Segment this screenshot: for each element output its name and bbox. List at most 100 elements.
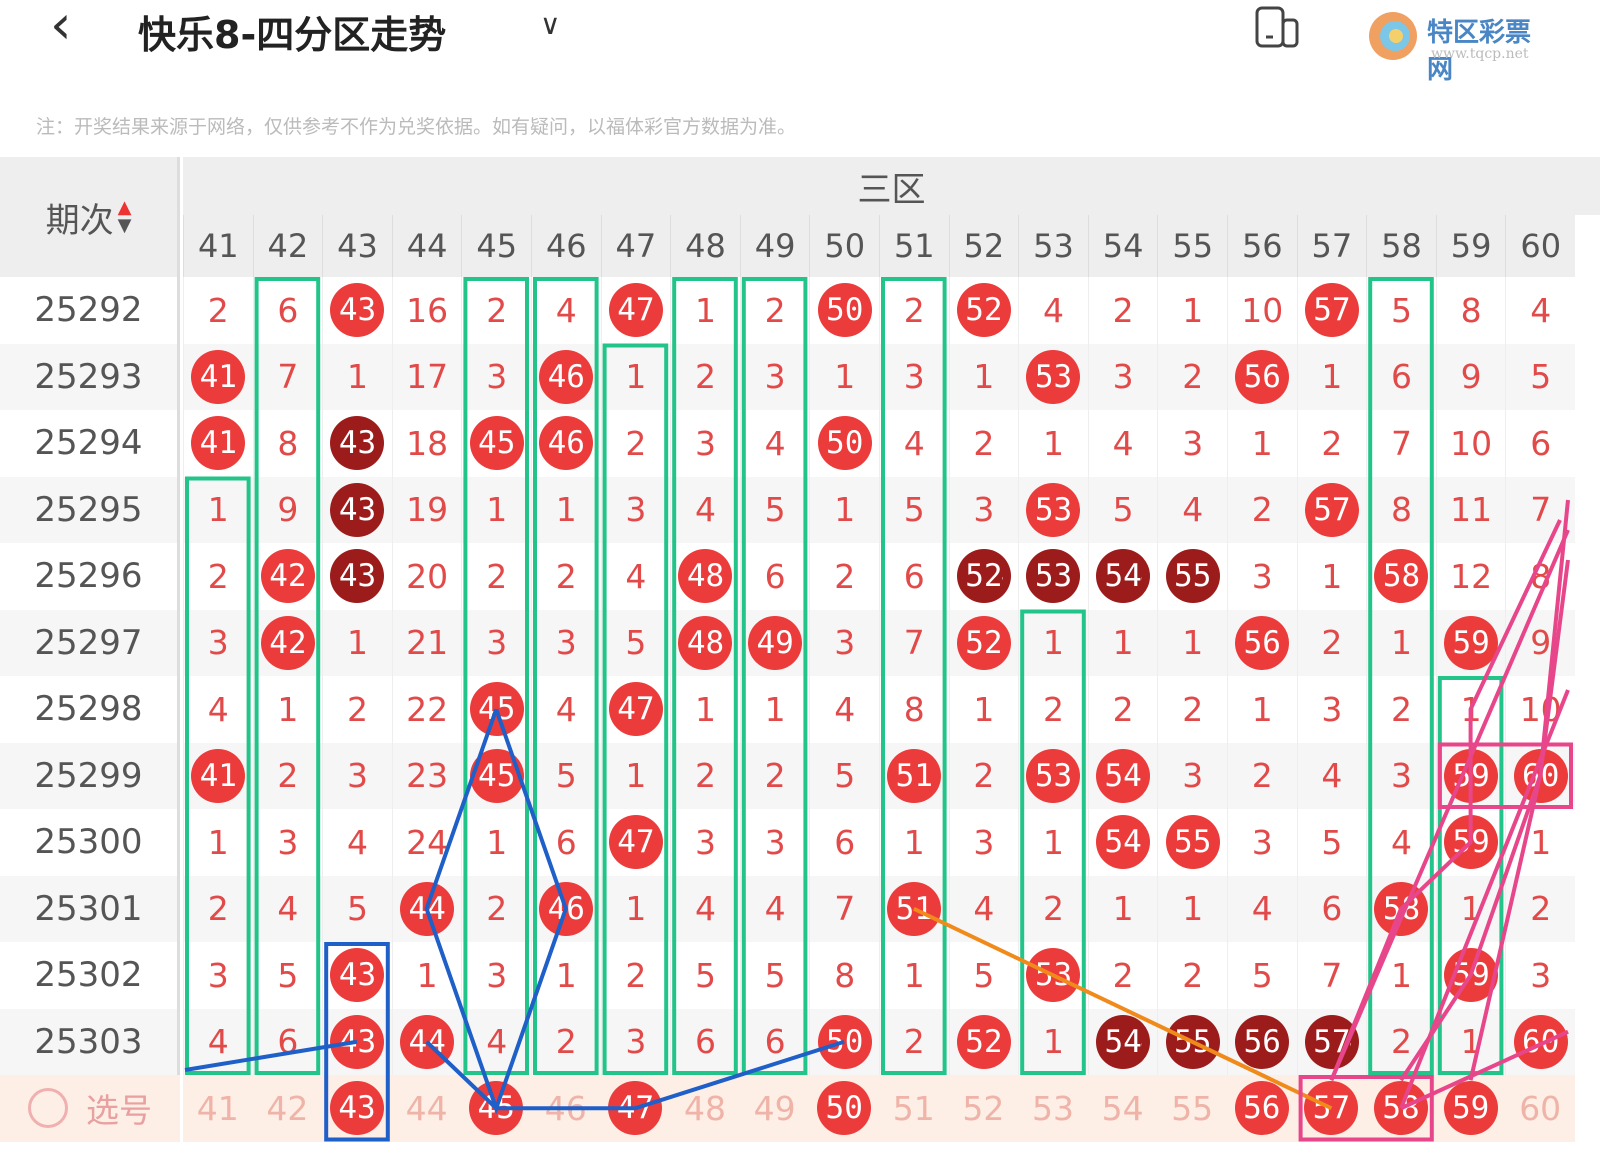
- ball-number: 52*: [965, 292, 1003, 329]
- period-cell: 25292: [0, 277, 180, 344]
- chevron-down-icon[interactable]: ∨: [540, 8, 561, 41]
- ball-number: 50*: [826, 1023, 864, 1060]
- select-ball-53[interactable]: 53: [1018, 1075, 1088, 1142]
- device-switch-icon[interactable]: [1255, 6, 1299, 48]
- table-cell: 1: [1227, 676, 1297, 743]
- table-cell: 1: [670, 676, 740, 743]
- select-radio[interactable]: [28, 1088, 68, 1129]
- select-ball-55[interactable]: 55: [1157, 1075, 1227, 1142]
- select-ball-60[interactable]: 60: [1505, 1075, 1575, 1142]
- table-cell: 60*: [1505, 1008, 1575, 1075]
- table-cell: 2: [1505, 875, 1575, 942]
- select-ball-41[interactable]: 41: [183, 1075, 253, 1142]
- table-cell: 19: [391, 476, 462, 543]
- table-cell: 1: [1366, 942, 1436, 1009]
- table-cell: 54*: [1087, 742, 1158, 809]
- ball-number: 55#: [1174, 1023, 1212, 1060]
- select-ball-42[interactable]: 42: [252, 1075, 323, 1142]
- table-cell: 16: [391, 277, 462, 344]
- ball-number: 54*: [1104, 824, 1142, 861]
- table-cell: 3: [461, 609, 531, 676]
- table-cell: 7: [252, 343, 323, 410]
- table-cell: 1: [1157, 277, 1227, 344]
- ball-number: 53*: [1034, 491, 1073, 528]
- table-cell: 49*: [739, 609, 810, 676]
- table-cell: 3: [948, 809, 1019, 876]
- ball-number: 58*: [1382, 558, 1421, 595]
- ball-number: 43*: [338, 957, 377, 994]
- select-ball-58[interactable]: 58*: [1366, 1075, 1436, 1142]
- ball-number: 47*: [617, 292, 655, 329]
- select-ball-46[interactable]: 46: [531, 1075, 601, 1142]
- select-ball-51[interactable]: 51: [879, 1075, 949, 1142]
- table-cell: 52*: [948, 277, 1019, 344]
- table-cell: 43*: [322, 942, 392, 1009]
- select-ball-48[interactable]: 48: [670, 1075, 740, 1142]
- table-cell: 60*: [1505, 742, 1575, 809]
- select-ball-56[interactable]: 56*: [1227, 1075, 1297, 1142]
- select-ball-47[interactable]: 47*: [600, 1075, 671, 1142]
- select-ball-50[interactable]: 50*: [809, 1075, 879, 1142]
- drawn-ball: 42*: [260, 549, 315, 604]
- table-cell: 2: [461, 875, 531, 942]
- table-cell: 5: [948, 942, 1019, 1009]
- table-cell: 5: [1505, 343, 1575, 410]
- period-header[interactable]: 期次 ▲ ▼: [0, 157, 180, 277]
- page-title: 快乐8-四分区走势: [138, 13, 447, 57]
- drawn-ball: 51*: [887, 881, 942, 936]
- select-ball-57[interactable]: 57*: [1296, 1075, 1367, 1142]
- table-cell: 1: [461, 476, 531, 543]
- select-label[interactable]: 选号: [0, 1075, 180, 1142]
- table-cell: 2: [1296, 410, 1367, 477]
- drawn-ball: 53*: [1026, 748, 1081, 803]
- drawn-ball: 43*: [330, 948, 385, 1003]
- table-cell: 2: [461, 277, 531, 344]
- drawn-ball: 59*: [1444, 815, 1499, 870]
- select-ball-45[interactable]: 45*: [461, 1075, 531, 1142]
- table-cell: 2: [1157, 343, 1227, 410]
- ball-number: 43#: [338, 425, 377, 462]
- select-ball-44[interactable]: 44: [391, 1075, 462, 1142]
- table-cell: 23: [391, 742, 462, 809]
- table-cell: 1: [391, 942, 462, 1009]
- drawn-ball: 55*: [1165, 815, 1220, 870]
- sort-icon[interactable]: ▲ ▼: [117, 197, 132, 236]
- drawn-ball: 52*: [956, 1014, 1011, 1069]
- ball-number: 58*: [1382, 890, 1421, 927]
- table-cell: 1: [1157, 609, 1227, 676]
- ball-number: 50*: [826, 292, 864, 329]
- drawn-ball: 47*: [608, 815, 663, 870]
- table-cell: 47*: [600, 809, 671, 876]
- ball-number: 52*: [965, 624, 1003, 661]
- drawn-ball: 53*: [1026, 948, 1081, 1003]
- table-cell: 11: [1435, 476, 1506, 543]
- ball-number: 52*: [965, 1023, 1003, 1060]
- table-cell: 2: [1157, 676, 1227, 743]
- back-icon[interactable]: ‹: [50, 0, 72, 56]
- ball-number: 59*: [1452, 957, 1490, 994]
- ball-number: 44*: [408, 890, 446, 927]
- ball-number: 50*: [825, 1090, 863, 1127]
- ball-number: 41*: [199, 757, 237, 794]
- table-cell: 6: [1366, 343, 1436, 410]
- period-cell: 25300: [0, 809, 180, 876]
- select-ball-59[interactable]: 59*: [1435, 1075, 1506, 1142]
- table-cell: 1: [1505, 809, 1575, 876]
- table-cell: 8: [879, 676, 949, 743]
- table-cell: 56#: [1227, 1008, 1297, 1075]
- select-ball-54[interactable]: 54: [1087, 1075, 1158, 1142]
- ball-number: 50*: [826, 425, 864, 462]
- table-cell: 41*: [183, 742, 253, 809]
- table-cell: 45*: [461, 410, 531, 477]
- table-cell: 2: [1018, 676, 1088, 743]
- repeat-ball: 43#: [330, 416, 385, 471]
- table-cell: 10: [1227, 277, 1297, 344]
- table-cell: 7: [1366, 410, 1436, 477]
- ball-number: 56*: [1243, 358, 1281, 395]
- table-cell: 7: [879, 609, 949, 676]
- select-ball-43[interactable]: 43*: [322, 1075, 392, 1142]
- period-cell: 25297: [0, 609, 180, 676]
- table-cell: 1: [531, 942, 601, 1009]
- select-ball-52[interactable]: 52: [948, 1075, 1019, 1142]
- select-ball-49[interactable]: 49: [739, 1075, 810, 1142]
